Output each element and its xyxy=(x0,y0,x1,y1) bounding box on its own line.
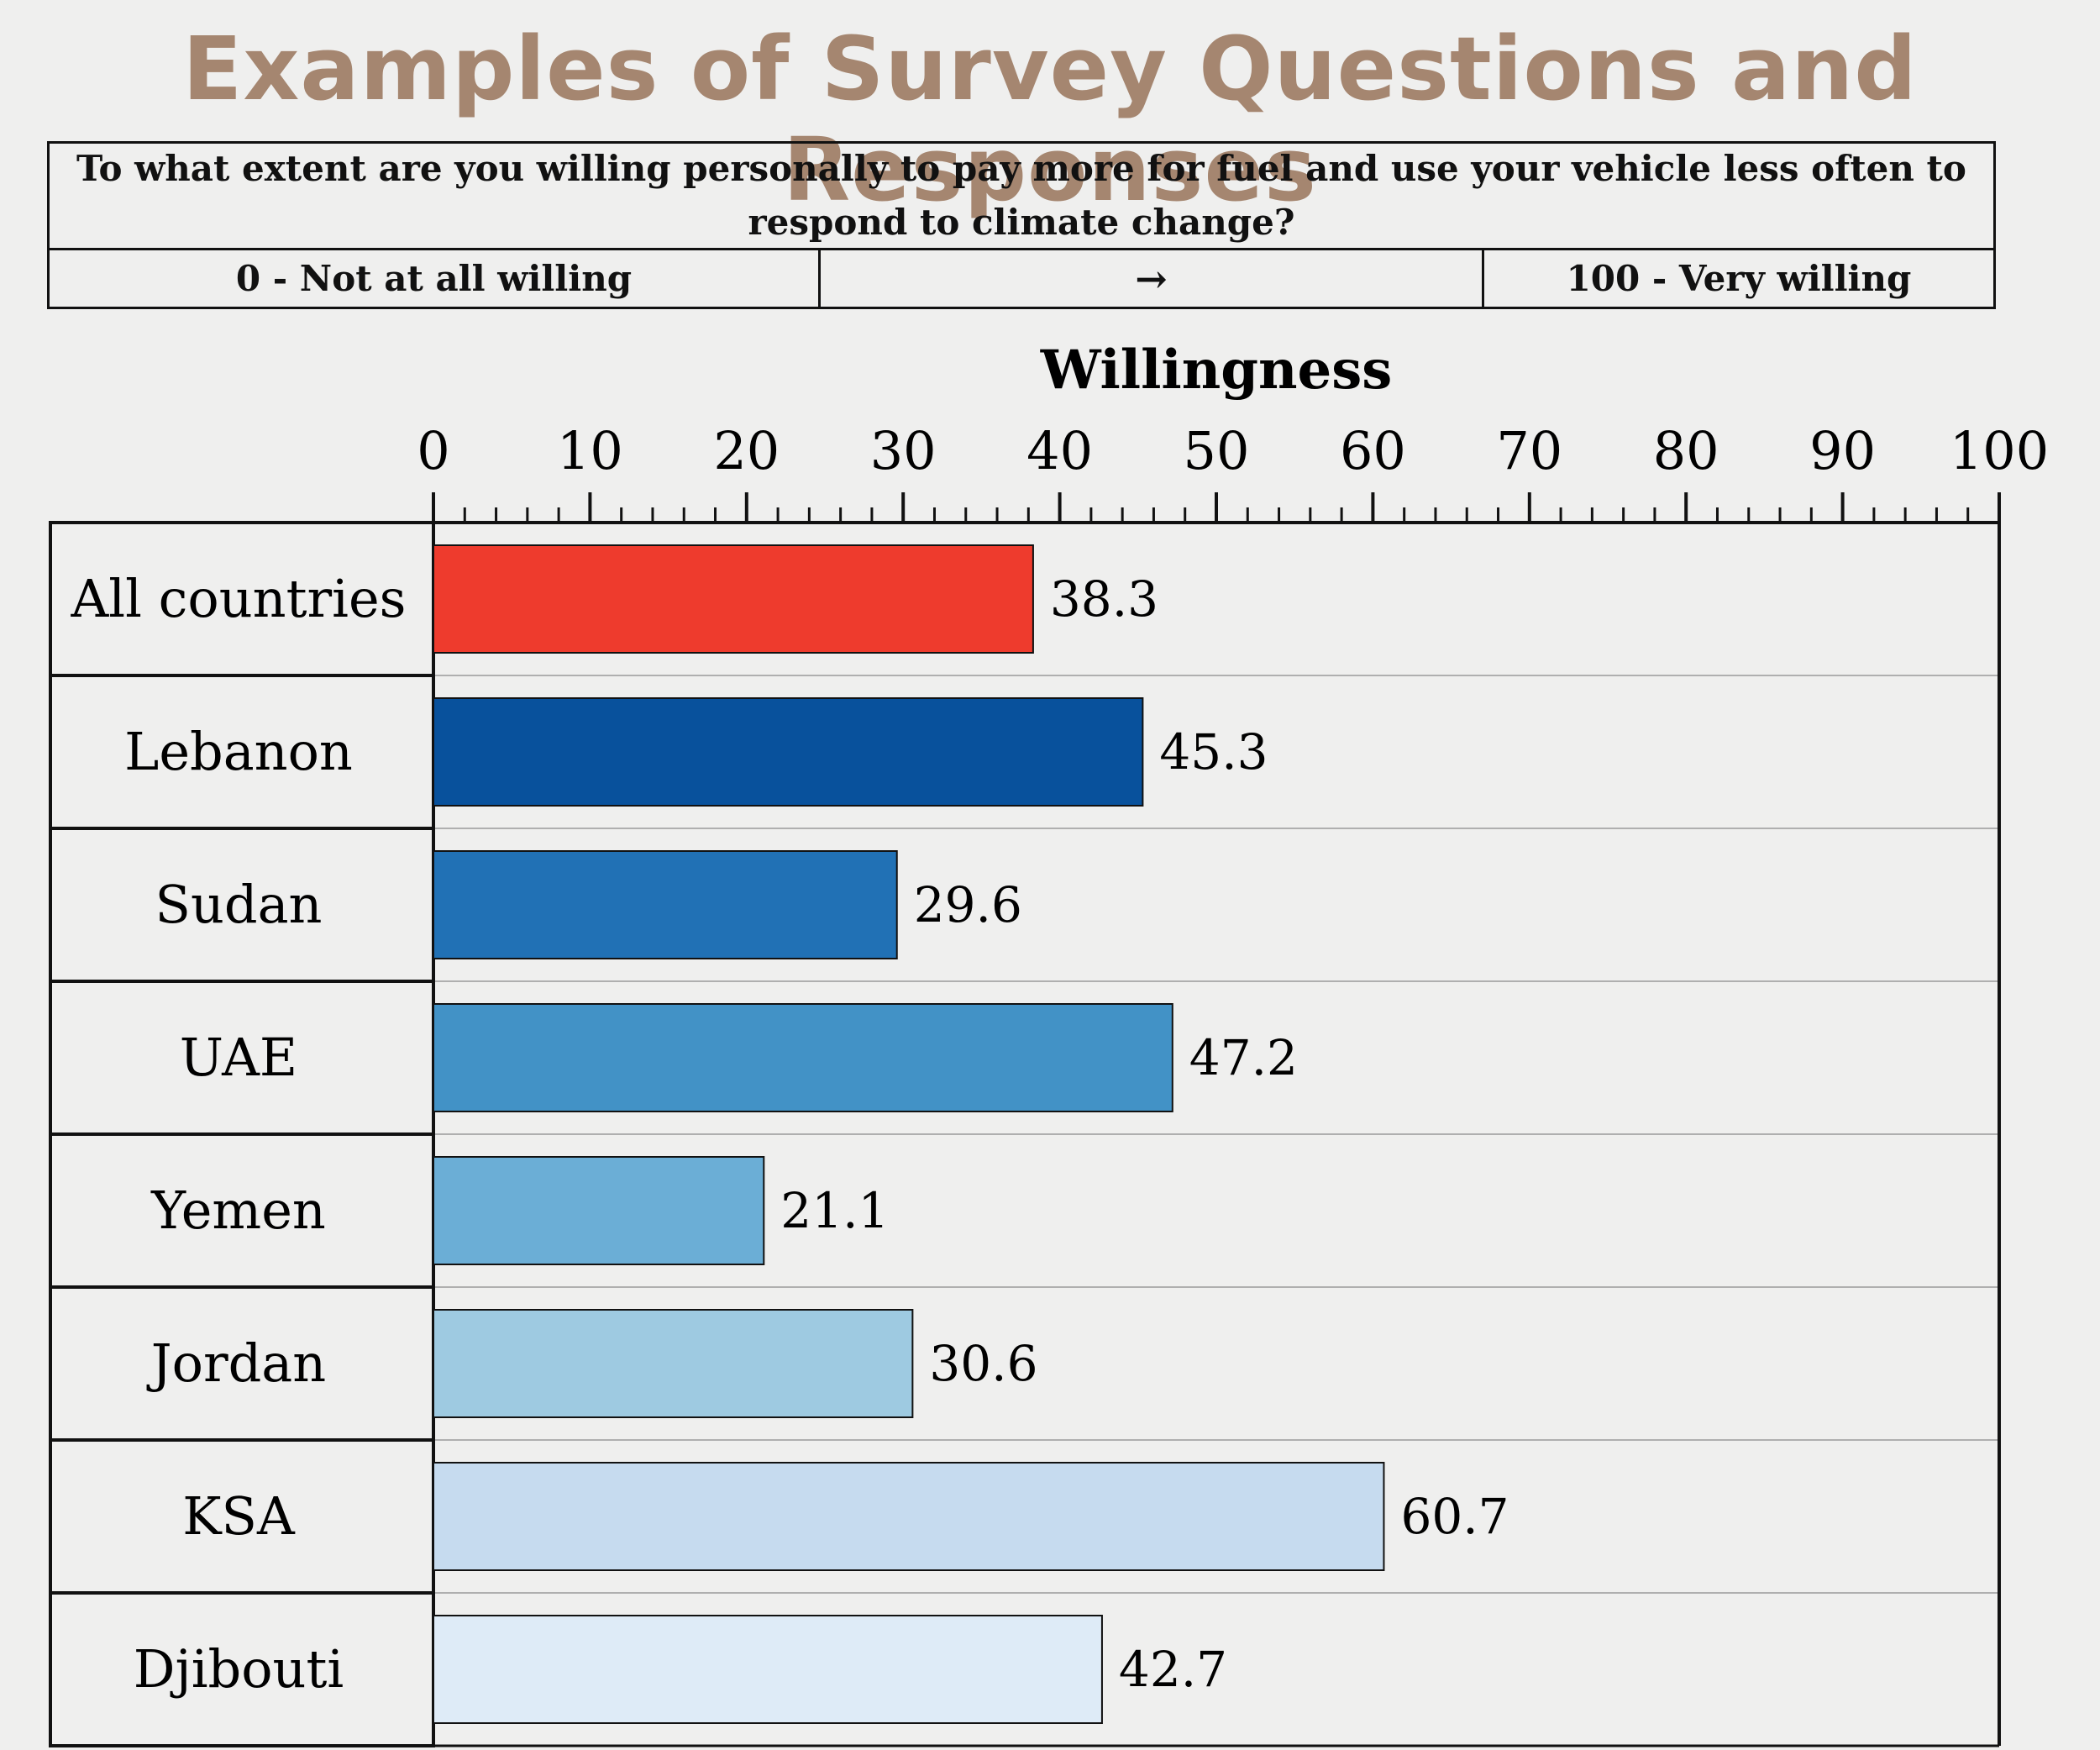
value-label: 42.7 xyxy=(1119,1641,1227,1698)
x-tick-label: 40 xyxy=(1026,420,1093,481)
bar xyxy=(433,1615,1103,1724)
x-tick-label: 50 xyxy=(1184,420,1250,481)
scale-high-label: 100 - Very willing xyxy=(1566,258,1912,299)
bar xyxy=(433,1003,1173,1112)
value-label: 29.6 xyxy=(914,876,1022,933)
bar xyxy=(433,1309,914,1418)
x-axis-title: Willingness xyxy=(1040,339,1393,402)
value-label: 30.6 xyxy=(929,1335,1037,1392)
value-label: 60.7 xyxy=(1400,1488,1509,1545)
category-label: Lebanon xyxy=(124,721,353,782)
value-label: 38.3 xyxy=(1050,570,1158,628)
x-tick-label: 60 xyxy=(1340,420,1406,481)
category-label: UAE xyxy=(180,1027,297,1088)
category-label: All countries xyxy=(71,568,407,629)
value-label: 45.3 xyxy=(1159,723,1268,780)
x-tick-label: 30 xyxy=(870,420,937,481)
category-label: Yemen xyxy=(150,1180,326,1241)
right-arrow-icon: → xyxy=(821,250,1484,307)
category-label: Sudan xyxy=(155,874,323,935)
x-tick-label: 90 xyxy=(1809,420,1876,481)
value-label: 21.1 xyxy=(780,1182,889,1239)
bar xyxy=(433,1156,765,1265)
value-label: 47.2 xyxy=(1189,1029,1298,1086)
bar xyxy=(433,697,1144,807)
survey-question-box: To what extent are you willing personall… xyxy=(47,141,1996,309)
scale-low-label: 0 - Not at all willing xyxy=(50,250,821,307)
category-label: KSA xyxy=(182,1485,296,1547)
bar xyxy=(433,1462,1385,1571)
x-tick-label: 70 xyxy=(1496,420,1562,481)
response-scale: 0 - Not at all willing → 100 - Very will… xyxy=(50,250,1993,307)
bar xyxy=(433,850,898,959)
x-tick-label: 0 xyxy=(417,420,449,481)
category-label: Djibouti xyxy=(134,1638,344,1700)
category-label: Jordan xyxy=(146,1332,326,1394)
x-tick-label: 100 xyxy=(1950,420,2049,481)
x-tick-label: 80 xyxy=(1653,420,1719,481)
x-tick-label: 10 xyxy=(557,420,623,481)
x-tick-label: 20 xyxy=(713,420,780,481)
question-text: To what extent are you willing personall… xyxy=(50,144,1993,250)
bar xyxy=(433,544,1034,654)
page-title: Examples of Survey Questions and Respons… xyxy=(182,18,1918,221)
